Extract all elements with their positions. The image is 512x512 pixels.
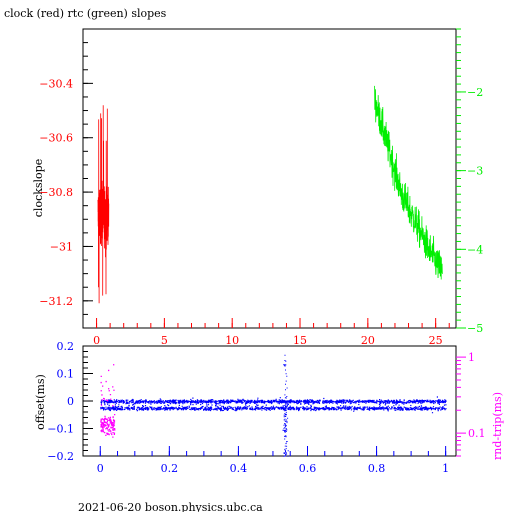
top-left-tick-label: −30.8	[39, 186, 73, 199]
top-x-tick-label: 0	[93, 334, 100, 347]
footer-text: 2021-06-20 boson.physics.ubc.ca	[78, 501, 263, 512]
top-left-tick-label: −30.4	[39, 77, 73, 90]
bottom-left-tick-label: −0.2	[47, 450, 74, 463]
top-left-tick-label: −30.6	[39, 132, 73, 145]
top-right-axis: −2 −3 −4 −5	[456, 28, 483, 335]
bottom-left-tick-label: 0.2	[57, 340, 75, 353]
bottom-x-tick-label: 0.8	[368, 462, 386, 475]
bottom-x-tick-label: 0	[97, 462, 104, 475]
top-x-tick-label: 15	[293, 334, 307, 347]
bottom-right-axis: 10.1	[456, 351, 486, 457]
offset-series	[100, 354, 447, 457]
top-right-tick-label: −5	[467, 322, 483, 335]
top-left-axis: −30.4 −30.6 −30.8 −31 −31.2	[39, 42, 93, 329]
top-x-tick-label: 5	[161, 334, 168, 347]
bottom-left-tick-label: −0.1	[47, 423, 74, 436]
top-ylabel: clockslope	[32, 159, 45, 217]
bottom-ylabel-right: rnd-trip(ms)	[491, 392, 504, 460]
bottom-left-axis: 0.2 0.1 0 −0.1 −0.2	[47, 340, 93, 463]
rndtrip-series	[100, 364, 116, 438]
rtc-series	[374, 85, 443, 280]
clock-series	[97, 105, 110, 304]
chart-title: clock (red) rtc (green) slopes	[4, 7, 167, 20]
top-x-axis: 0 5 10 15 20 25	[93, 318, 450, 347]
bottom-right-tick-label: 1	[468, 351, 475, 364]
rndtrip-points	[100, 364, 116, 438]
bottom-left-tick-label: 0.1	[57, 368, 75, 381]
top-x-tick-label: 10	[225, 334, 239, 347]
offset-points	[100, 354, 447, 457]
top-right-tick-label: −4	[467, 243, 483, 256]
top-right-tick-label: −2	[467, 86, 483, 99]
top-x-tick-label: 25	[429, 334, 443, 347]
clock-line	[97, 105, 110, 304]
bottom-ylabel: offset(ms)	[34, 374, 47, 430]
bottom-x-tick-label: 0.4	[230, 462, 248, 475]
top-left-tick-label: −31	[50, 240, 73, 253]
bottom-right-tick-label: 0.1	[468, 427, 486, 440]
bottom-x-tick-label: 0.6	[299, 462, 317, 475]
rtc-line	[374, 85, 443, 280]
top-left-tick-label: −31.2	[39, 295, 73, 308]
bottom-x-axis: 0 0.2 0.4 0.6 0.8 1	[97, 446, 449, 475]
top-x-tick-label: 20	[361, 334, 375, 347]
bottom-x-tick-label: 0.2	[161, 462, 179, 475]
bottom-x-tick-label: 1	[442, 462, 449, 475]
bottom-left-tick-label: 0	[67, 395, 74, 408]
top-right-tick-label: −3	[467, 165, 483, 178]
